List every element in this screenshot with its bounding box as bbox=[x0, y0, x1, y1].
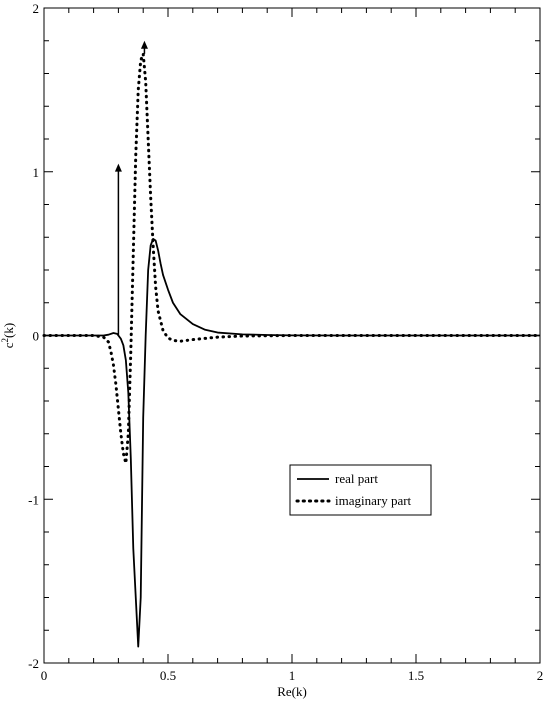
x-tick-label: 2 bbox=[537, 668, 544, 683]
y-tick-label: 1 bbox=[33, 165, 40, 180]
x-tick-label: 1 bbox=[289, 668, 296, 683]
y-axis-label-base: c bbox=[1, 342, 16, 348]
legend-label-imaginary: imaginary part bbox=[335, 493, 412, 508]
tick-labels: 0 0.5 1 1.5 2 -2 -1 0 1 2 bbox=[28, 1, 543, 683]
y-tick-label: -2 bbox=[28, 656, 39, 671]
annotation-arrow-head bbox=[140, 40, 148, 49]
y-tick-label: 2 bbox=[33, 1, 40, 16]
y-tick-label: 0 bbox=[33, 329, 40, 344]
x-tick-label: 1.5 bbox=[408, 668, 424, 683]
x-axis-label: Re(k) bbox=[277, 684, 307, 699]
annotation-arrow-head bbox=[114, 163, 122, 172]
svg-text:c2(k): c2(k) bbox=[0, 323, 16, 348]
y-axis-label-arg: (k) bbox=[1, 323, 16, 338]
y-axis-label: c2(k) bbox=[0, 323, 16, 348]
legend-box bbox=[289, 464, 432, 516]
x-tick-label: 0.5 bbox=[160, 668, 176, 683]
x-tick-label: 0 bbox=[41, 668, 48, 683]
series-layer bbox=[42, 53, 542, 648]
series-imaginary-part bbox=[42, 53, 542, 464]
axis-ticks bbox=[43, 7, 541, 664]
series-real-part bbox=[44, 237, 540, 648]
legend: real part imaginary part bbox=[289, 464, 432, 516]
y-tick-label: -1 bbox=[28, 492, 39, 507]
annotations bbox=[114, 40, 148, 336]
y-axis-label-sup: 2 bbox=[0, 338, 10, 343]
legend-label-real: real part bbox=[335, 471, 378, 486]
